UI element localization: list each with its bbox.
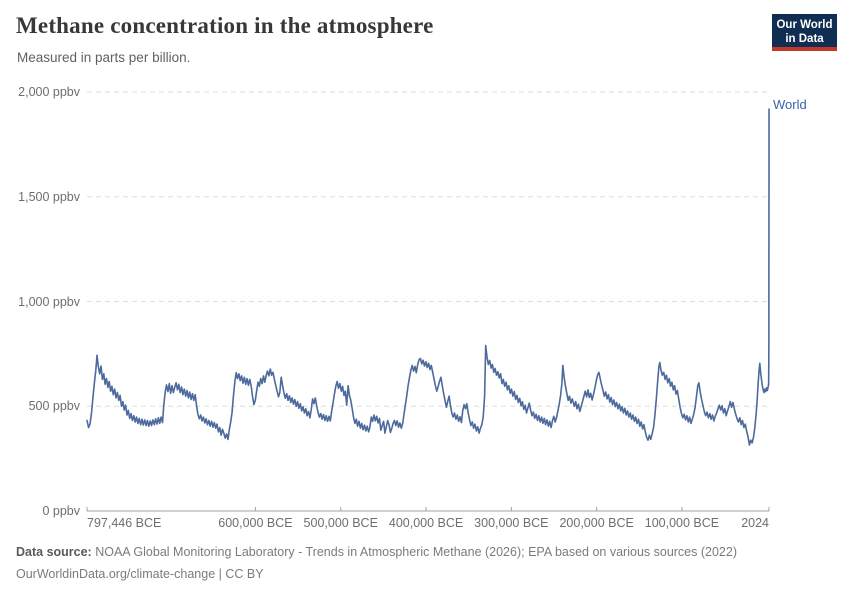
owid-logo-line2: in Data bbox=[785, 33, 824, 45]
chart-subtitle: Measured in parts per billion. bbox=[17, 50, 191, 65]
datasource-label: Data source: bbox=[16, 545, 92, 559]
datasource-text: NOAA Global Monitoring Laboratory - Tren… bbox=[95, 545, 737, 559]
datasource-line: Data source: NOAA Global Monitoring Labo… bbox=[16, 542, 836, 564]
logo-stripe bbox=[772, 47, 837, 51]
license-line: OurWorldinData.org/climate-change | CC B… bbox=[16, 566, 264, 581]
series-label-world: World bbox=[773, 97, 807, 112]
owid-logo: Our World in Data bbox=[772, 14, 837, 49]
chart-footer: Data source: NOAA Global Monitoring Labo… bbox=[16, 542, 836, 585]
world-series-line bbox=[86, 108, 770, 446]
owid-logo-line1: Our World bbox=[776, 19, 833, 31]
page-title: Methane concentration in the atmosphere bbox=[16, 13, 434, 38]
